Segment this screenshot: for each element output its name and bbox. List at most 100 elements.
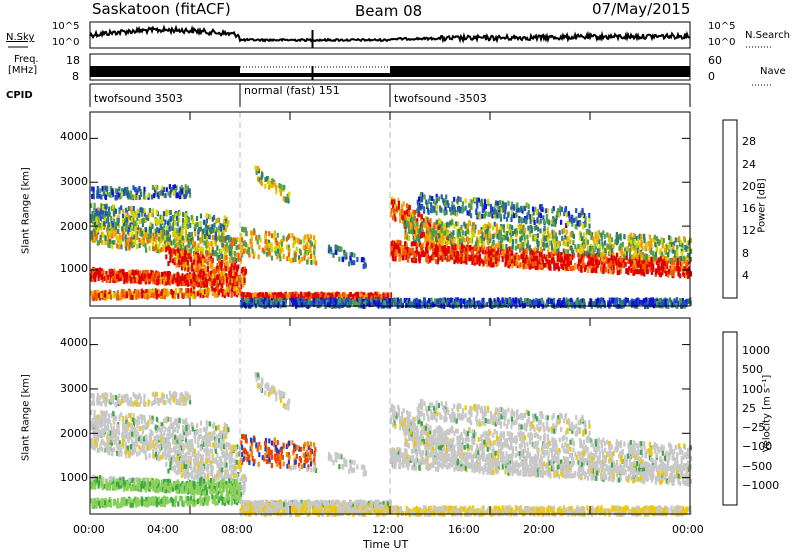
heatmap-cell	[444, 205, 447, 211]
heatmap-cell	[343, 252, 346, 258]
heatmap-cell	[96, 270, 99, 276]
heatmap-cell	[590, 257, 593, 263]
heatmap-cell	[583, 263, 586, 269]
heatmap-cell	[156, 289, 159, 295]
heatmap-cell	[505, 235, 508, 241]
heatmap-cell	[309, 296, 312, 302]
heatmap-cell	[168, 242, 171, 248]
heatmap-cell	[152, 245, 155, 251]
heatmap-cell	[215, 227, 218, 233]
heatmap-cell	[516, 260, 519, 266]
heatmap-cell	[519, 207, 522, 213]
heatmap-cell	[457, 236, 460, 242]
heatmap-cell	[174, 257, 177, 263]
heatmap-cell	[245, 242, 248, 248]
heatmap-cell	[98, 222, 101, 228]
heatmap-cell	[583, 266, 586, 272]
heatmap-cell	[509, 253, 512, 258]
heatmap-cell	[147, 289, 150, 295]
heatmap-cell	[109, 272, 112, 278]
heatmap-cell	[429, 223, 432, 229]
heatmap-cell	[661, 258, 664, 264]
heatmap-cell	[617, 262, 620, 268]
heatmap-cell	[233, 286, 236, 292]
heatmap-cell	[151, 289, 154, 295]
heatmap-cell	[412, 241, 415, 246]
heatmap-cell	[150, 269, 153, 275]
heatmap-cell	[404, 224, 407, 230]
heatmap-cell	[577, 266, 581, 272]
heatmap-cell	[584, 237, 587, 243]
heatmap-cell	[607, 262, 610, 268]
heatmap-cell	[223, 293, 226, 299]
heatmap-cell	[181, 276, 184, 281]
heatmap-cell	[368, 295, 371, 301]
heatmap-cell	[230, 292, 233, 298]
heatmap-cell	[591, 249, 594, 255]
heatmap-cell	[516, 244, 519, 249]
heatmap-cell	[665, 260, 668, 266]
heatmap-cell	[644, 267, 647, 273]
heatmap-cell	[162, 229, 165, 235]
heatmap-cell	[528, 228, 531, 234]
heatmap-cell	[158, 240, 161, 246]
heatmap-cell	[282, 235, 285, 241]
heatmap-cell	[176, 212, 179, 218]
heatmap-cell	[104, 195, 107, 200]
heatmap-cell	[161, 190, 164, 196]
heatmap-cell	[450, 210, 453, 216]
heatmap-cell	[181, 241, 184, 247]
heatmap-cell	[554, 232, 557, 238]
heatmap-cell	[439, 255, 442, 261]
heatmap-cell	[578, 248, 581, 254]
heatmap-cell	[119, 272, 122, 278]
heatmap-cell	[276, 254, 279, 260]
heatmap-cell	[609, 241, 612, 247]
heatmap-cell	[410, 229, 413, 234]
heatmap-cell	[232, 237, 235, 243]
heatmap-cell	[181, 218, 185, 223]
noise-search-label: N.Search	[745, 30, 791, 41]
heatmap-cell	[537, 226, 540, 232]
heatmap-cell	[114, 230, 118, 236]
heatmap-cell	[106, 235, 109, 241]
heatmap-cell	[535, 250, 538, 256]
heatmap-cell	[569, 232, 572, 238]
heatmap-cell	[226, 261, 229, 267]
heatmap-cell	[279, 256, 282, 262]
heatmap-cell	[90, 290, 93, 296]
heatmap-cell	[286, 193, 289, 199]
heatmap-cell	[253, 296, 256, 302]
heatmap-cell	[660, 239, 663, 245]
heatmap-cell	[577, 243, 580, 249]
heatmap-cell	[402, 211, 405, 217]
heatmap-cell	[594, 264, 597, 270]
heatmap-cell	[105, 240, 108, 246]
heatmap-cell	[161, 185, 164, 191]
heatmap-cell	[542, 215, 545, 221]
velocity-colorbar-tick: 500	[742, 363, 763, 377]
heatmap-cell	[154, 280, 157, 286]
heatmap-cell	[474, 254, 477, 260]
heatmap-cell	[505, 260, 508, 266]
heatmap-cell	[561, 235, 564, 241]
heatmap-cell	[264, 230, 268, 236]
heatmap-cell	[575, 216, 578, 222]
heatmap-cell	[490, 245, 493, 251]
heatmap-cell	[422, 242, 425, 248]
station-title: Saskatoon (fitACF)	[92, 0, 231, 18]
heatmap-cell	[197, 264, 200, 270]
heatmap-cell	[439, 237, 442, 243]
heatmap-cell	[529, 224, 532, 230]
heatmap-cell	[382, 296, 385, 302]
heatmap-cell	[90, 203, 93, 209]
heatmap-cell	[163, 291, 166, 297]
heatmap-cell	[108, 206, 111, 212]
heatmap-cell	[143, 233, 147, 239]
heatmap-cell	[100, 268, 103, 274]
heatmap-cell	[204, 277, 207, 283]
heatmap-cell	[170, 252, 174, 258]
heatmap-cell	[425, 243, 428, 249]
heatmap-cell	[656, 245, 659, 251]
heatmap-cell	[170, 289, 173, 294]
